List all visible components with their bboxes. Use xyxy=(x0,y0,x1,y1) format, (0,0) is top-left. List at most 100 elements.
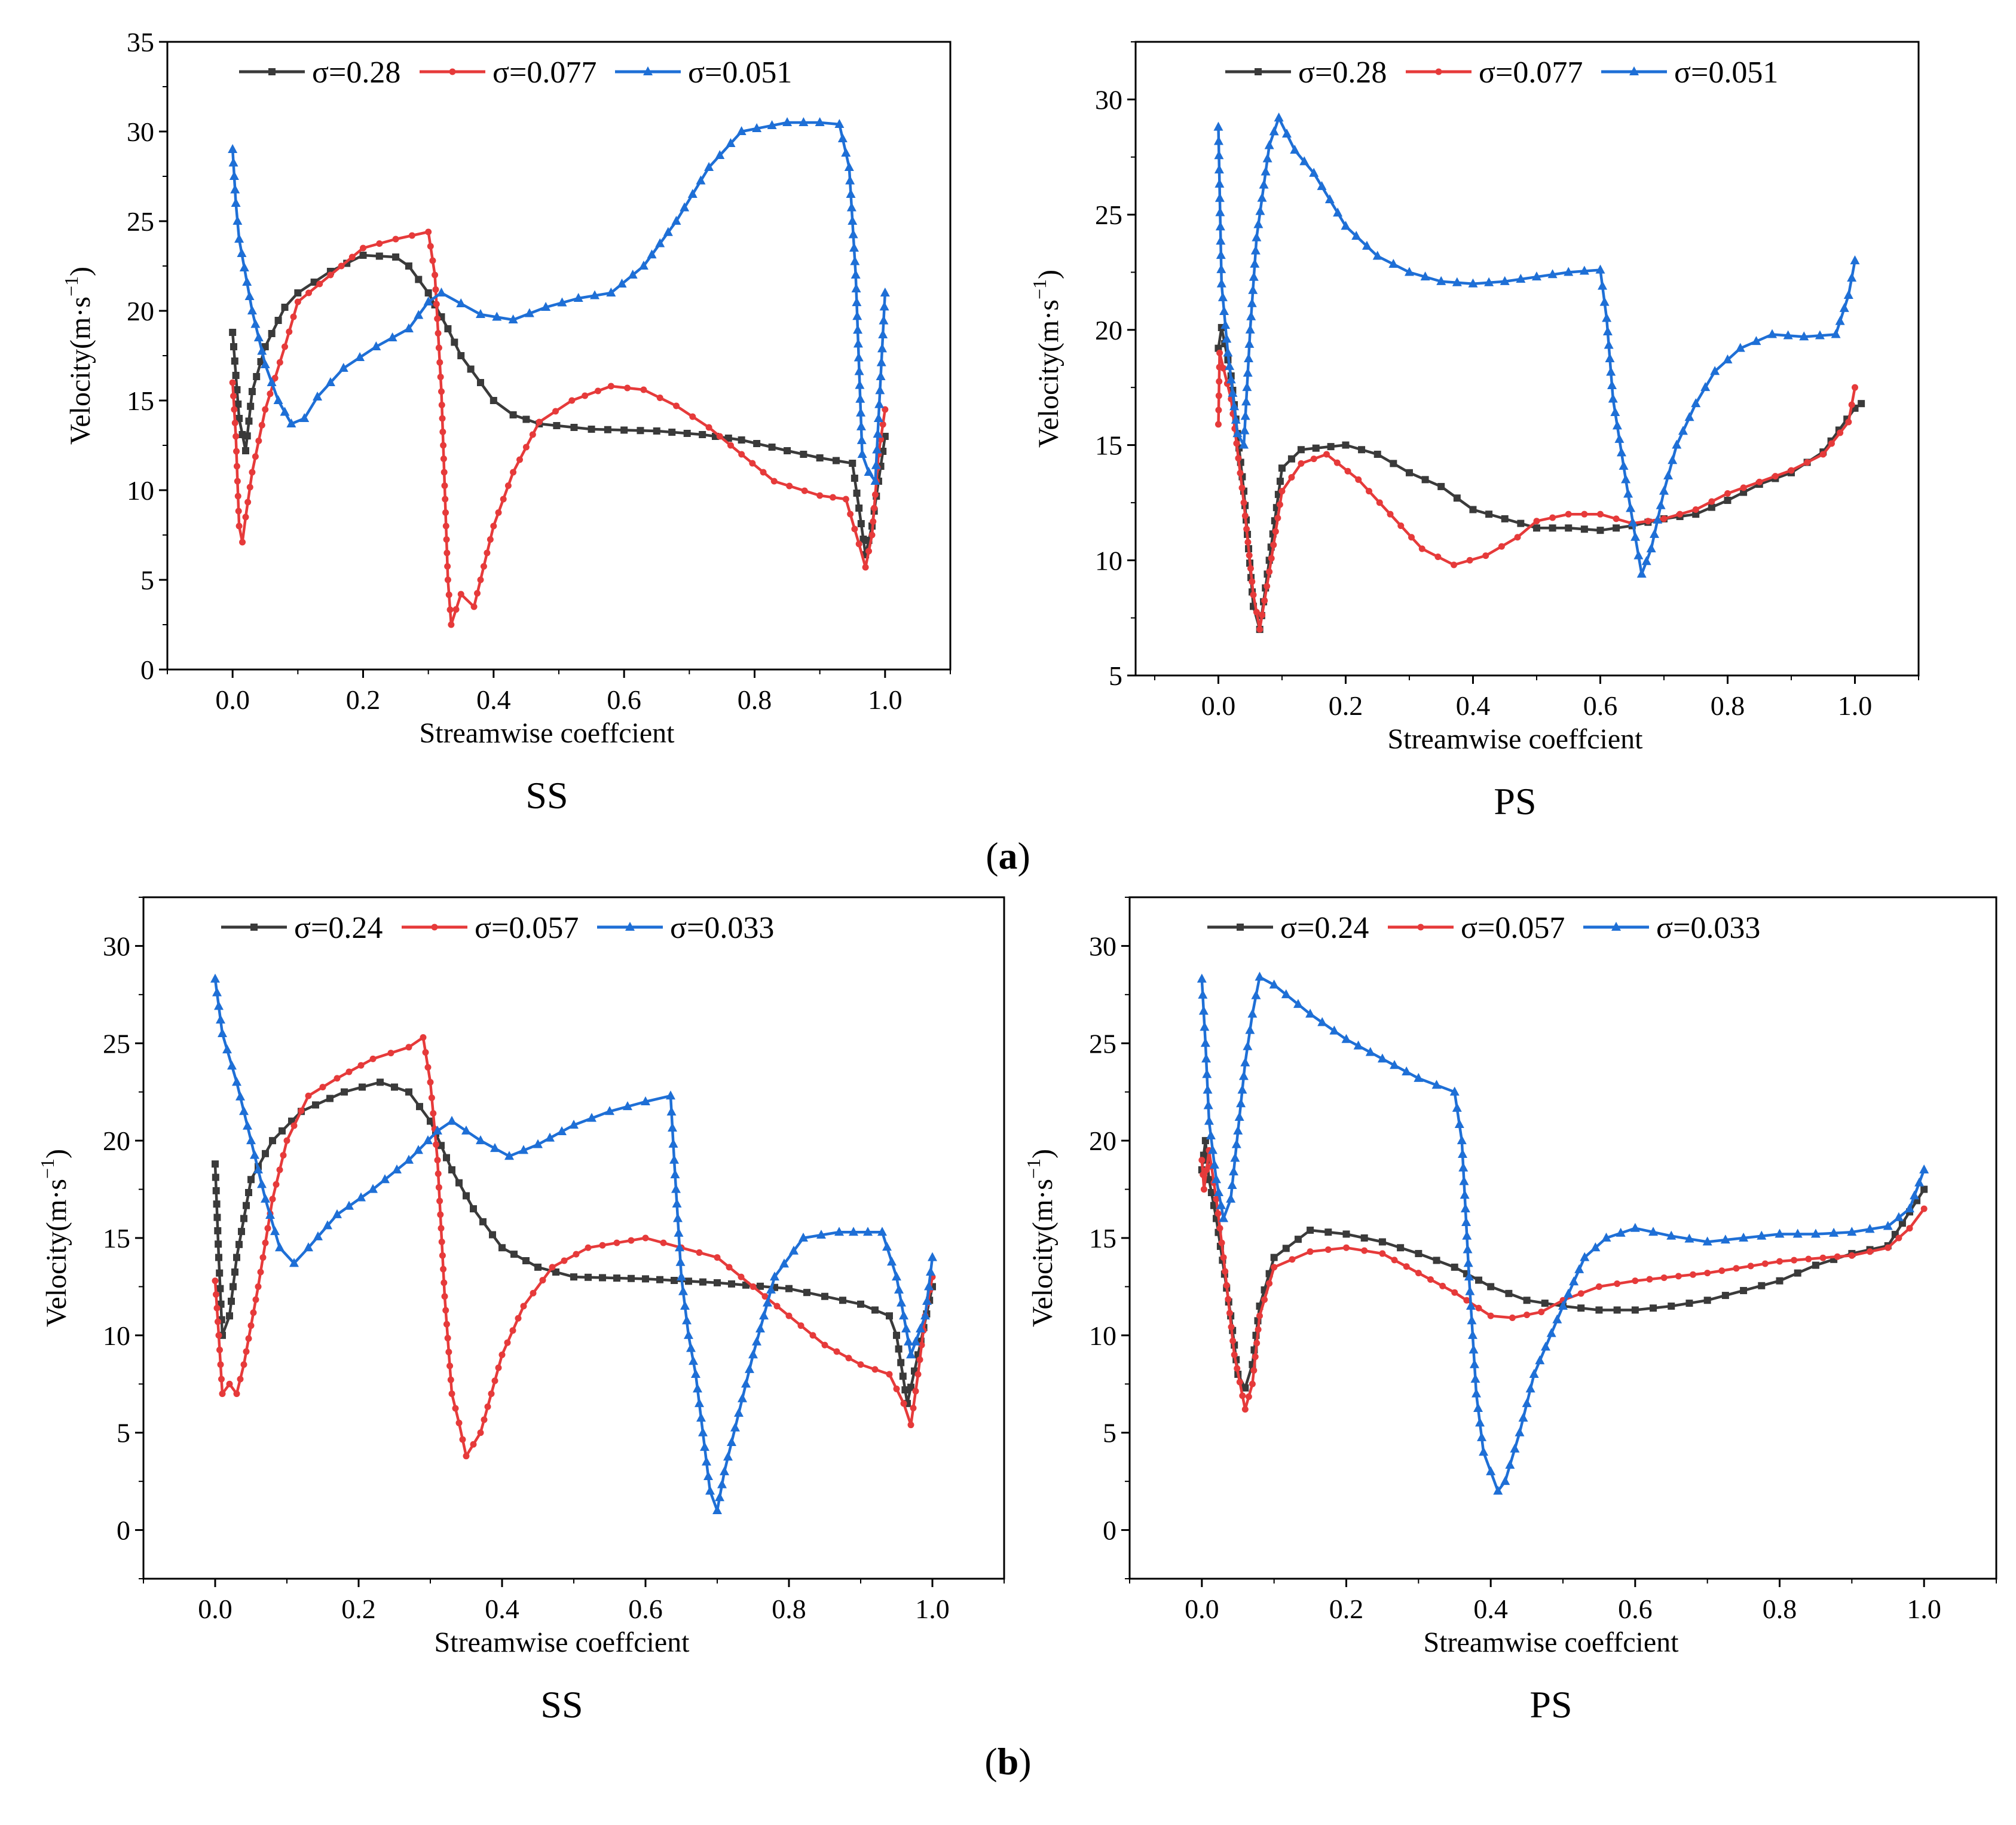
data-point xyxy=(245,1335,252,1342)
data-point xyxy=(1237,1084,1247,1094)
data-point xyxy=(1677,510,1684,518)
data-point xyxy=(1405,469,1413,476)
data-point xyxy=(717,1479,727,1488)
data-point xyxy=(1244,338,1255,348)
data-point xyxy=(1462,1230,1472,1240)
data-point xyxy=(522,415,530,423)
data-point xyxy=(757,1282,764,1290)
data-point xyxy=(752,123,762,132)
data-point xyxy=(1606,366,1616,376)
chart-b-ps: 0.0 0.2 0.4 0.6 0.8 1.0 0 5 10 15 20 25 30 Streamwise… xyxy=(1010,896,2014,1726)
data-point xyxy=(1278,488,1286,495)
data-point xyxy=(216,1346,223,1353)
data-point xyxy=(1735,343,1745,352)
data-point xyxy=(427,1117,434,1125)
data-point xyxy=(696,1249,703,1256)
data-point xyxy=(1420,271,1430,281)
data-point xyxy=(642,1234,649,1242)
data-point xyxy=(837,133,848,142)
data-point xyxy=(442,496,449,503)
data-point xyxy=(678,1286,688,1295)
data-point xyxy=(262,406,269,413)
data-point xyxy=(226,1312,233,1320)
data-point xyxy=(425,228,432,236)
data-point xyxy=(870,476,880,485)
data-point xyxy=(516,456,523,463)
data-point xyxy=(1541,1300,1549,1307)
data-point xyxy=(628,1237,635,1244)
data-point xyxy=(1684,412,1694,421)
data-point xyxy=(1377,1053,1387,1063)
data-point xyxy=(235,508,242,515)
data-point xyxy=(1207,1189,1215,1196)
data-point xyxy=(235,1240,243,1248)
data-point xyxy=(1439,1282,1446,1289)
data-point xyxy=(1668,1303,1675,1310)
data-point xyxy=(1418,545,1425,552)
data-point xyxy=(477,576,484,583)
data-point xyxy=(448,1390,455,1398)
data-point xyxy=(1333,207,1343,217)
data-point xyxy=(1324,1228,1332,1236)
data-point xyxy=(887,1257,897,1266)
data-point xyxy=(435,1170,442,1178)
data-point xyxy=(357,1062,365,1069)
data-point xyxy=(1216,378,1223,385)
data-point xyxy=(1710,366,1720,375)
data-point xyxy=(477,1429,484,1436)
data-point xyxy=(488,1390,495,1398)
data-point xyxy=(533,1139,543,1148)
data-point xyxy=(490,522,497,530)
data-point xyxy=(1246,311,1256,320)
data-point xyxy=(1206,1130,1216,1139)
data-point xyxy=(1602,326,1613,336)
data-point xyxy=(233,433,240,440)
data-point xyxy=(519,1145,528,1154)
data-point xyxy=(1653,514,1663,524)
x-tick-label: 0.2 xyxy=(1329,690,1363,721)
data-point xyxy=(873,429,883,438)
data-point xyxy=(799,1233,808,1242)
data-point xyxy=(1546,1328,1556,1337)
data-point xyxy=(1250,591,1257,598)
data-point xyxy=(1850,255,1860,265)
legend-label: σ=0.051 xyxy=(688,56,792,90)
data-point xyxy=(705,424,712,431)
data-point xyxy=(423,296,433,305)
data-point xyxy=(857,449,867,458)
data-point xyxy=(1200,1171,1207,1178)
data-point xyxy=(1227,1180,1237,1190)
series-1 xyxy=(229,228,889,628)
series-2 xyxy=(1197,971,1929,1495)
data-point xyxy=(568,397,576,404)
data-point xyxy=(1202,1069,1212,1078)
data-point xyxy=(1461,1216,1472,1226)
data-point xyxy=(455,1179,463,1187)
data-point xyxy=(696,1413,706,1422)
data-point xyxy=(730,1422,740,1432)
data-point xyxy=(607,383,614,390)
data-point xyxy=(1355,476,1362,483)
data-point xyxy=(536,418,543,426)
data-point xyxy=(325,377,335,386)
data-point xyxy=(1204,1115,1214,1125)
data-point xyxy=(438,1225,445,1232)
data-point xyxy=(1740,1286,1748,1294)
data-point xyxy=(212,1160,219,1168)
data-point xyxy=(1613,524,1620,532)
series-markers xyxy=(212,1034,936,1460)
data-point xyxy=(1434,553,1442,560)
y-axis-label-close: ) xyxy=(65,267,96,276)
data-point xyxy=(821,1341,828,1349)
data-point xyxy=(1794,1269,1801,1277)
data-point xyxy=(1231,1139,1241,1148)
data-point xyxy=(1805,1255,1812,1262)
data-point xyxy=(432,286,439,293)
data-point xyxy=(305,289,313,296)
data-point xyxy=(875,385,885,395)
x-axis-label: Streamwise coeffcient xyxy=(420,717,675,749)
data-point xyxy=(1463,1297,1470,1304)
data-point xyxy=(1201,1053,1212,1063)
data-point xyxy=(1630,1222,1640,1232)
series-line xyxy=(1217,326,1862,631)
